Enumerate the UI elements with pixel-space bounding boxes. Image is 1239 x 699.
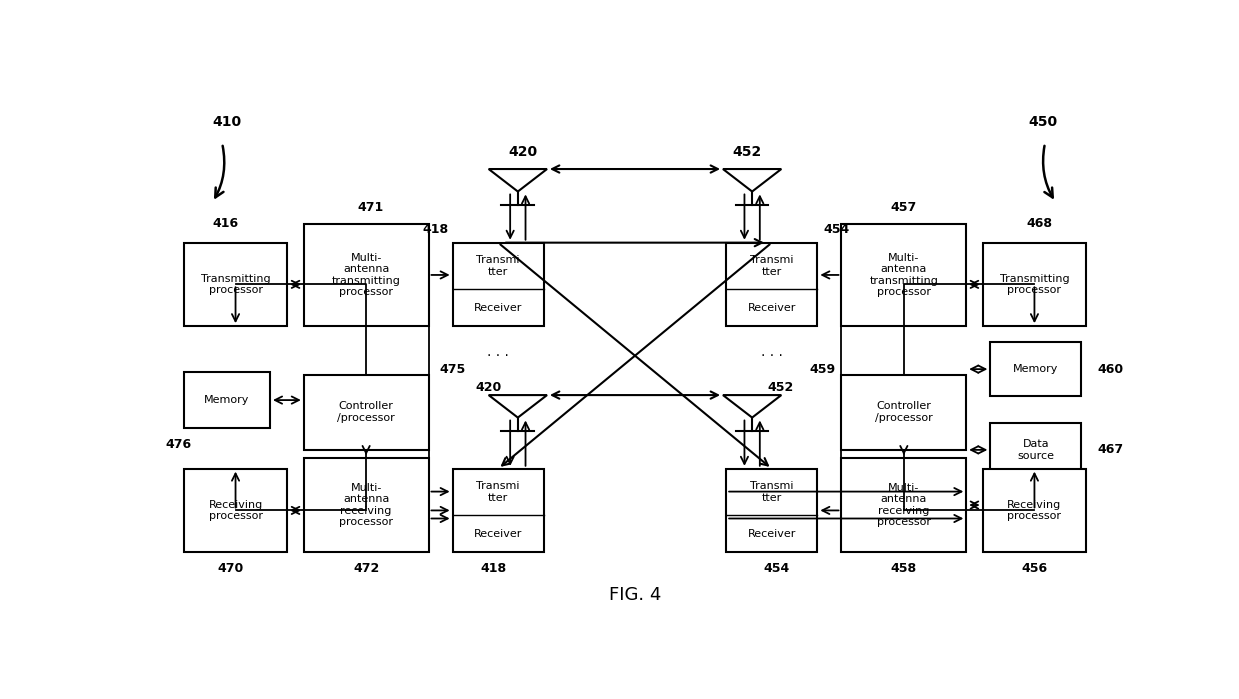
Text: Transmi
tter: Transmi tter xyxy=(477,255,520,277)
Text: Memory: Memory xyxy=(204,395,249,405)
Text: 470: 470 xyxy=(218,562,244,575)
Text: 418: 418 xyxy=(422,223,449,236)
FancyBboxPatch shape xyxy=(983,243,1087,326)
FancyBboxPatch shape xyxy=(183,372,270,428)
FancyBboxPatch shape xyxy=(304,458,429,552)
Text: Multi-
antenna
receiving
processor: Multi- antenna receiving processor xyxy=(877,482,930,528)
Text: Transmi
tter: Transmi tter xyxy=(750,482,793,503)
Text: Receiver: Receiver xyxy=(747,303,795,312)
Text: 454: 454 xyxy=(763,562,789,575)
Text: 471: 471 xyxy=(358,201,384,214)
Text: 420: 420 xyxy=(476,380,502,394)
Text: Transmi
tter: Transmi tter xyxy=(750,255,793,277)
Text: 467: 467 xyxy=(1098,443,1124,456)
Text: Receiver: Receiver xyxy=(747,528,795,539)
Text: FIG. 4: FIG. 4 xyxy=(608,586,662,604)
FancyBboxPatch shape xyxy=(841,375,966,450)
Text: 460: 460 xyxy=(1098,363,1124,375)
FancyBboxPatch shape xyxy=(183,243,287,326)
Text: Memory: Memory xyxy=(1014,364,1058,374)
FancyBboxPatch shape xyxy=(841,224,966,326)
Text: 452: 452 xyxy=(768,380,794,394)
Text: 476: 476 xyxy=(166,438,192,451)
FancyBboxPatch shape xyxy=(304,375,429,450)
Text: 456: 456 xyxy=(1021,562,1047,575)
Text: 475: 475 xyxy=(440,363,466,375)
Text: Controller
/processor: Controller /processor xyxy=(337,401,395,423)
Text: 457: 457 xyxy=(891,201,917,214)
Text: 420: 420 xyxy=(508,145,538,159)
FancyBboxPatch shape xyxy=(990,423,1082,477)
FancyBboxPatch shape xyxy=(726,469,818,552)
Text: 416: 416 xyxy=(213,217,239,230)
Text: · · ·: · · · xyxy=(487,349,509,363)
FancyBboxPatch shape xyxy=(990,343,1082,396)
Text: Controller
/processor: Controller /processor xyxy=(875,401,933,423)
Text: Receiver: Receiver xyxy=(475,303,523,312)
FancyBboxPatch shape xyxy=(452,243,544,326)
FancyBboxPatch shape xyxy=(452,469,544,552)
Text: 459: 459 xyxy=(809,363,835,375)
Text: 468: 468 xyxy=(1026,217,1052,230)
Text: 452: 452 xyxy=(732,145,762,159)
Text: 418: 418 xyxy=(481,562,507,575)
Text: Multi-
antenna
transmitting
processor: Multi- antenna transmitting processor xyxy=(332,252,400,297)
Text: 472: 472 xyxy=(353,562,379,575)
Text: Multi-
antenna
transmitting
processor: Multi- antenna transmitting processor xyxy=(870,252,938,297)
FancyBboxPatch shape xyxy=(183,469,287,552)
Text: · · ·: · · · xyxy=(761,349,783,363)
Text: Receiving
processor: Receiving processor xyxy=(1007,500,1062,521)
Text: Multi-
antenna
receiving
processor: Multi- antenna receiving processor xyxy=(339,482,393,528)
Text: Transmitting
processor: Transmitting processor xyxy=(1000,273,1069,295)
FancyBboxPatch shape xyxy=(726,243,818,326)
Text: Data
source: Data source xyxy=(1017,439,1054,461)
Text: Receiver: Receiver xyxy=(475,528,523,539)
FancyBboxPatch shape xyxy=(304,224,429,326)
FancyBboxPatch shape xyxy=(841,458,966,552)
Text: Transmitting
processor: Transmitting processor xyxy=(201,273,270,295)
Text: 458: 458 xyxy=(891,562,917,575)
Text: Receiving
processor: Receiving processor xyxy=(208,500,263,521)
Text: 410: 410 xyxy=(212,115,242,129)
Text: 450: 450 xyxy=(1028,115,1058,129)
FancyBboxPatch shape xyxy=(983,469,1087,552)
Text: Transmi
tter: Transmi tter xyxy=(477,482,520,503)
Text: 454: 454 xyxy=(824,223,850,236)
